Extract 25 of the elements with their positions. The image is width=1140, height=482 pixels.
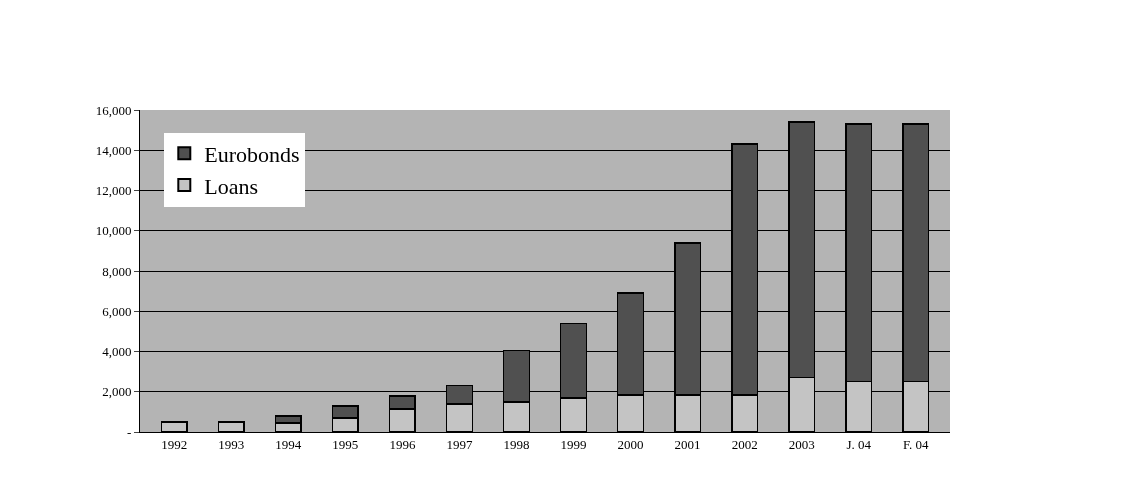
x-tick-label: 2001: [674, 436, 701, 452]
x-tick-label: J. 04: [846, 436, 872, 452]
x-tick-label: 2000: [617, 436, 644, 452]
legend-label: Eurobonds: [204, 141, 300, 167]
x-tick-label: 2003: [788, 436, 815, 452]
x-tick-label: 1994: [275, 436, 302, 452]
x-tick-label: 2002: [731, 436, 758, 452]
y-tick-label: 12,000: [95, 183, 132, 199]
y-tick-label: 16,000: [95, 102, 132, 118]
y-tick-label: 10,000: [95, 223, 132, 239]
x-tick-label: 1999: [560, 436, 587, 452]
x-tick-label: 1992: [161, 436, 188, 452]
x-tick-label: 1995: [332, 436, 359, 452]
y-tick-label: 4,000: [102, 344, 132, 360]
y-tick-label: 14,000: [95, 142, 132, 158]
y-tick-label: -: [127, 424, 132, 440]
y-tick-label: 2,000: [102, 384, 132, 400]
x-tick-label: 1993: [218, 436, 245, 452]
y-tick-label: 8,000: [102, 263, 132, 279]
x-tick-label: F. 04: [902, 436, 930, 452]
x-tick-label: 1998: [503, 436, 530, 452]
legend-label: Loans: [204, 173, 259, 199]
x-tick-label: 1996: [389, 436, 416, 452]
y-tick-label: 6,000: [102, 303, 132, 319]
x-tick-label: 1997: [446, 436, 473, 452]
